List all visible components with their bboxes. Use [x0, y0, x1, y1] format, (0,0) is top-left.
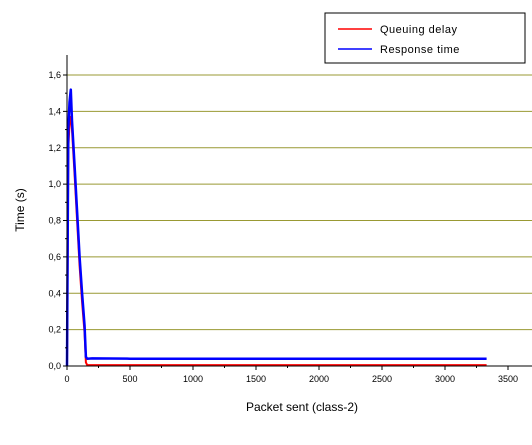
y-tick-label: 1,0 — [48, 179, 61, 189]
series-line-queuing-delay — [66, 115, 487, 367]
y-tick-label: 0,0 — [48, 361, 61, 371]
y-ticks: 0,0 0,2 0,4 0,6 0,8 1,0 1,2 1,4 1,6 — [48, 70, 67, 371]
x-tick-label: 3000 — [435, 374, 455, 384]
y-tick-label: 1,2 — [48, 143, 61, 153]
y-tick-label: 0,2 — [48, 325, 61, 335]
x-tick-label: 0 — [64, 374, 69, 384]
x-tick-label: 1500 — [246, 374, 266, 384]
axes — [66, 55, 532, 367]
x-tick-label: 2500 — [372, 374, 392, 384]
x-tick-label: 1000 — [183, 374, 203, 384]
legend-label-queuing-delay: Queuing delay — [380, 24, 457, 36]
y-tick-label: 0,8 — [48, 216, 61, 226]
y-tick-label: 1,6 — [48, 70, 61, 80]
x-tick-label: 2000 — [309, 374, 329, 384]
y-tick-label: 0,6 — [48, 252, 61, 262]
series-lines — [65, 88, 487, 367]
x-axis-title: Packet sent (class-2) — [246, 400, 358, 414]
y-tick-label: 0,4 — [48, 288, 61, 298]
series-line-response-time — [65, 88, 487, 367]
gridlines — [67, 74, 532, 331]
x-tick-label: 3500 — [498, 374, 518, 384]
legend-label-response-time: Response time — [380, 44, 460, 56]
legend: Queuing delay Response time — [324, 12, 526, 64]
x-tick-label: 500 — [122, 374, 137, 384]
x-ticks: 0 500 1000 1500 2000 2500 3000 3500 — [64, 366, 518, 384]
y-tick-label: 1,4 — [48, 106, 61, 116]
y-axis-title: Time (s) — [13, 188, 27, 232]
legend-box — [324, 12, 526, 64]
